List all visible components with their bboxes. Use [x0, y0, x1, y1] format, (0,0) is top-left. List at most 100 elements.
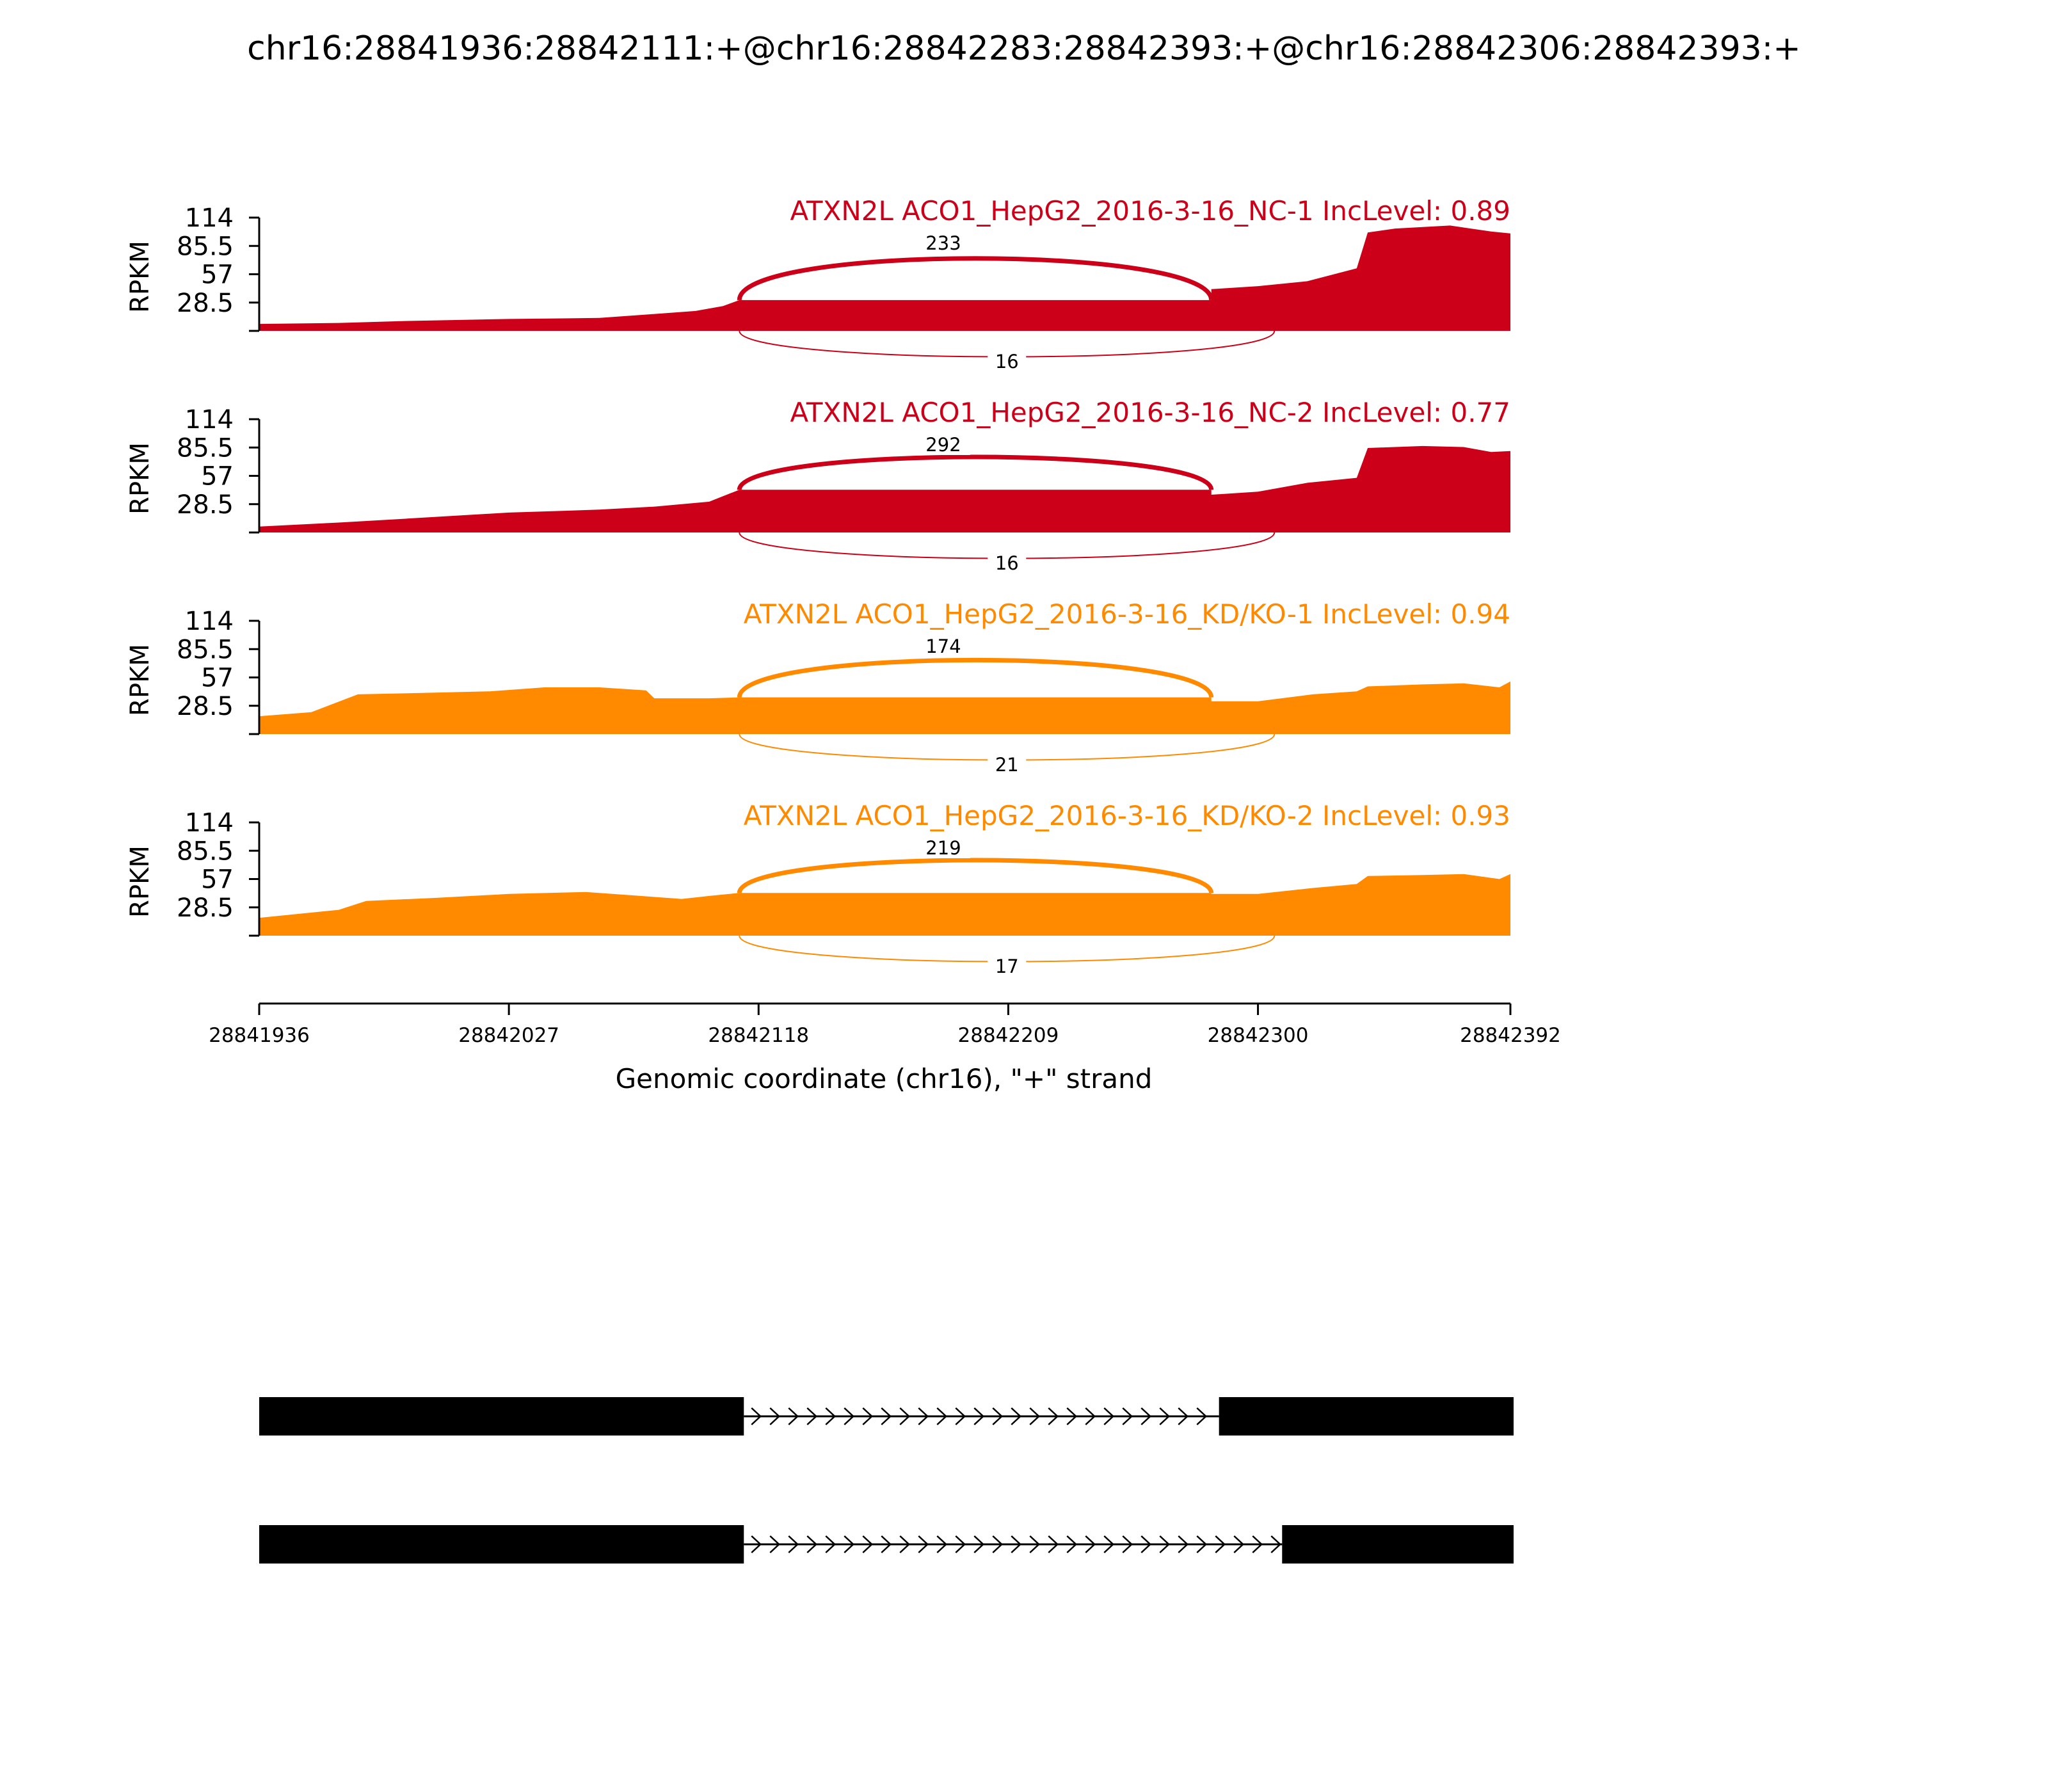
inclusion-junction-arc	[737, 657, 1214, 698]
strand-arrow	[1140, 1535, 1152, 1553]
strand-arrow	[1048, 1535, 1059, 1553]
strand-arrow	[1085, 1535, 1096, 1553]
strand-arrow	[788, 1407, 799, 1425]
strand-arrow	[936, 1535, 948, 1553]
strand-arrow	[844, 1407, 855, 1425]
exclusion-label-bg	[988, 353, 1027, 372]
strand-arrow	[1270, 1535, 1282, 1553]
strand-arrow	[918, 1535, 929, 1553]
y-axis-label: RPKM	[125, 644, 155, 716]
strand-arrow	[788, 1535, 799, 1553]
coverage-area	[259, 225, 1510, 331]
y-tick-label: 85.5	[177, 232, 234, 261]
strand-arrow	[844, 1535, 855, 1553]
strand-arrow	[1029, 1407, 1041, 1425]
inclusion-junction-arc	[737, 256, 1214, 301]
coverage-area	[259, 874, 1510, 936]
strand-arrow	[1196, 1535, 1208, 1553]
strand-arrow	[973, 1535, 985, 1553]
y-axis-label: RPKM	[125, 241, 155, 313]
strand-arrow	[1215, 1535, 1226, 1553]
y-tick-label: 85.5	[177, 635, 234, 664]
strand-arrow	[1085, 1407, 1096, 1425]
strand-arrow	[899, 1535, 911, 1553]
exclusion-read-count: 17	[995, 956, 1019, 977]
strand-arrow	[825, 1407, 836, 1425]
y-axis-label: RPKM	[125, 442, 155, 515]
strand-arrow	[825, 1535, 836, 1553]
inclusion-label-bg	[916, 838, 970, 858]
exclusion-read-count: 16	[995, 351, 1019, 372]
x-tick-label: 28842300	[1208, 1024, 1309, 1047]
strand-arrow	[881, 1407, 892, 1425]
y-tick-label: 114	[185, 405, 234, 435]
strand-arrow	[936, 1407, 948, 1425]
strand-arrow	[1159, 1407, 1171, 1425]
strand-arrow	[1178, 1407, 1189, 1425]
strand-arrow	[1178, 1535, 1189, 1553]
exon-block	[259, 1397, 744, 1436]
y-tick-label: 57	[201, 664, 234, 693]
strand-arrow	[1196, 1407, 1208, 1425]
inclusion-read-count: 174	[925, 636, 961, 657]
strand-arrow	[973, 1407, 985, 1425]
strand-arrow	[1029, 1535, 1041, 1553]
exclusion-label-bg	[988, 756, 1027, 775]
y-axis-label: RPKM	[125, 845, 155, 918]
isoform-2	[259, 1525, 1514, 1564]
inclusion-read-count: 219	[925, 837, 961, 859]
y-tick-label: 57	[201, 260, 234, 290]
exon-block	[1282, 1525, 1514, 1564]
y-tick-label: 114	[185, 808, 234, 838]
exclusion-read-count: 21	[995, 754, 1019, 776]
strand-arrow	[1103, 1407, 1115, 1425]
strand-arrow	[1140, 1407, 1152, 1425]
exclusion-label-bg	[988, 554, 1027, 573]
sample-label: ATXN2L ACO1_HepG2_2016-3-16_NC-1 IncLeve…	[790, 195, 1510, 227]
y-tick-label: 114	[185, 204, 234, 233]
inclusion-label-bg	[916, 435, 970, 455]
inclusion-label-bg	[916, 636, 970, 657]
x-tick-label: 28842209	[958, 1024, 1059, 1047]
strand-arrow	[1122, 1407, 1133, 1425]
y-tick-label: 57	[201, 462, 234, 492]
strand-arrow	[955, 1407, 966, 1425]
isoform-track	[259, 1397, 1514, 1564]
x-axis: 28841936 28842027 28842118 28842209 28842300…	[209, 1002, 1561, 1047]
strand-arrow	[862, 1407, 874, 1425]
strand-arrow	[992, 1535, 1004, 1553]
exon-block	[1219, 1397, 1514, 1436]
exclusion-label-bg	[988, 957, 1027, 977]
coverage-area	[259, 445, 1510, 532]
x-axis-label: Genomic coordinate (chr16), "+" strand	[616, 1063, 1153, 1094]
strand-arrow	[955, 1535, 966, 1553]
strand-arrow	[918, 1407, 929, 1425]
sample-label: ATXN2L ACO1_HepG2_2016-3-16_KD/KO-1 IncL…	[744, 598, 1510, 630]
inclusion-label-bg	[916, 233, 970, 253]
inclusion-junction-arc	[737, 454, 1214, 491]
inclusion-junction-arc	[737, 858, 1214, 894]
strand-arrow	[1103, 1535, 1115, 1553]
x-tick-label: 28842118	[708, 1024, 809, 1047]
strand-arrow	[881, 1535, 892, 1553]
strand-arrow	[806, 1535, 818, 1553]
x-tick-label: 28842392	[1460, 1024, 1561, 1047]
x-tick-label: 28841936	[209, 1024, 310, 1047]
strand-arrow	[1066, 1535, 1078, 1553]
y-tick-label: 28.5	[177, 490, 234, 520]
inclusion-read-count: 233	[925, 232, 961, 254]
strand-arrow	[769, 1407, 781, 1425]
y-tick-label: 85.5	[177, 836, 234, 866]
y-tick-label: 114	[185, 607, 234, 636]
strand-arrow	[751, 1407, 762, 1425]
strand-arrow	[992, 1407, 1004, 1425]
exon-block	[259, 1525, 744, 1564]
strand-arrow	[1066, 1407, 1078, 1425]
y-tick-label: 57	[201, 865, 234, 895]
strand-arrow	[899, 1407, 911, 1425]
